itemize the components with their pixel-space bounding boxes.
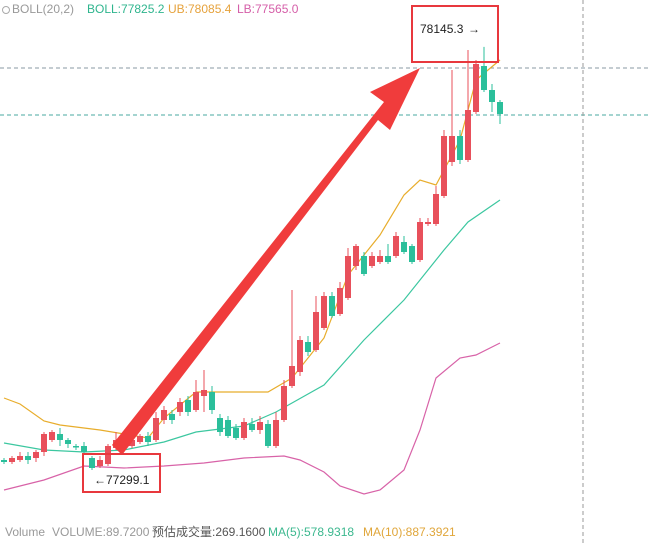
arrow-glyph: → [468, 22, 480, 36]
candle-body [489, 90, 495, 102]
candle-body [137, 436, 143, 442]
candle-body [225, 420, 231, 436]
candle-body [9, 458, 15, 462]
candle-body [465, 110, 471, 160]
candle-body [17, 456, 23, 460]
candle-body [353, 246, 359, 266]
candle-body [185, 400, 191, 412]
candle-body [289, 366, 295, 386]
candle-body [97, 460, 103, 466]
volume-ma5: MA(5):578.9318 [268, 525, 354, 539]
candle-body [33, 452, 39, 458]
plot-area [1, 46, 503, 495]
candle-body [73, 446, 79, 448]
candle-body [25, 456, 31, 460]
candle-body [1, 460, 7, 462]
candle-body [65, 440, 71, 444]
candle-body [145, 436, 151, 442]
candle-body [457, 136, 463, 160]
volume-estimate: 预估成交量:269.1600 [152, 524, 266, 539]
candle-body [193, 392, 199, 410]
candle-body [257, 422, 263, 430]
candle-body [273, 420, 279, 446]
candle-body [49, 432, 55, 440]
candle-body [393, 236, 399, 256]
highlight-box [411, 5, 499, 63]
annotation-arrow [112, 68, 420, 455]
candle-body [129, 440, 135, 446]
high-price-label: 78145.3 [420, 22, 464, 36]
candle-body [401, 242, 407, 252]
candle-body [233, 428, 239, 438]
candle-body [329, 296, 335, 316]
candle-body [497, 102, 503, 114]
candle-body [377, 256, 383, 262]
candle-body [209, 392, 215, 410]
candle-body [345, 256, 351, 298]
arrow-glyph: ← [94, 473, 106, 487]
candle-body [217, 418, 223, 432]
candle-body [409, 246, 415, 262]
candle-body [321, 296, 327, 328]
candle-body [313, 312, 319, 350]
indicator-upper: UB:78085.4 [168, 2, 232, 16]
candle-body [369, 256, 375, 266]
candle-body [57, 434, 63, 440]
candle-body [297, 340, 303, 372]
candle-body [441, 136, 447, 196]
indicator-header: BOLL(20,2) BOLL:77825.2 UB:78085.4 LB:77… [2, 2, 299, 16]
candle-body [81, 446, 87, 452]
candle-body [161, 410, 167, 420]
candle-body [473, 64, 479, 112]
candle-body [265, 424, 271, 446]
volume-ma10: MA(10):887.3921 [363, 525, 456, 539]
candle-body [241, 422, 247, 438]
indicator-lower: LB:77565.0 [237, 2, 299, 16]
candle-body [305, 342, 311, 352]
candle-body [177, 402, 183, 412]
icon [2, 6, 10, 14]
candle-body [89, 458, 95, 468]
candle-body [481, 66, 487, 90]
indicator-line [3, 342, 501, 495]
candle-body [337, 288, 343, 314]
candle-body [201, 390, 207, 396]
indicator-name: BOLL(20,2) [12, 2, 74, 16]
candle-body [385, 256, 391, 262]
candle-body [41, 434, 47, 452]
indicator-mid: BOLL:77825.2 [87, 2, 165, 16]
candle-body [281, 386, 287, 420]
candle-body [433, 194, 439, 224]
candle-body [249, 424, 255, 430]
volume-value: VOLUME:89.7200 [52, 525, 150, 539]
candle-body [169, 414, 175, 420]
candle-body [361, 256, 367, 274]
candle-body [417, 222, 423, 260]
volume-header: Volume VOLUME:89.7200 预估成交量:269.1600 MA(… [5, 524, 456, 539]
candle-body [449, 136, 455, 162]
highlight-box [82, 453, 161, 493]
candle-body [153, 418, 159, 440]
volume-title: Volume [5, 525, 45, 539]
candle-body [425, 222, 431, 224]
low-price-label: 77299.1 [106, 473, 150, 487]
